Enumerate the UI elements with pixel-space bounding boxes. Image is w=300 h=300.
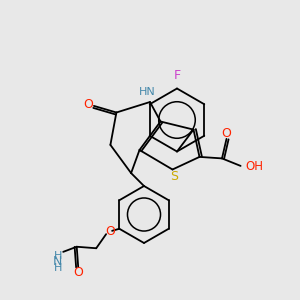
Text: H: H [54,251,62,261]
Text: H: H [54,263,62,273]
Text: OH: OH [245,160,263,173]
Text: F: F [173,69,181,82]
Text: N: N [53,255,62,268]
Text: O: O [73,266,83,279]
Text: S: S [170,170,178,184]
Text: O: O [105,225,115,238]
Text: HN: HN [139,87,156,97]
Text: O: O [222,127,231,140]
Text: O: O [84,98,93,112]
